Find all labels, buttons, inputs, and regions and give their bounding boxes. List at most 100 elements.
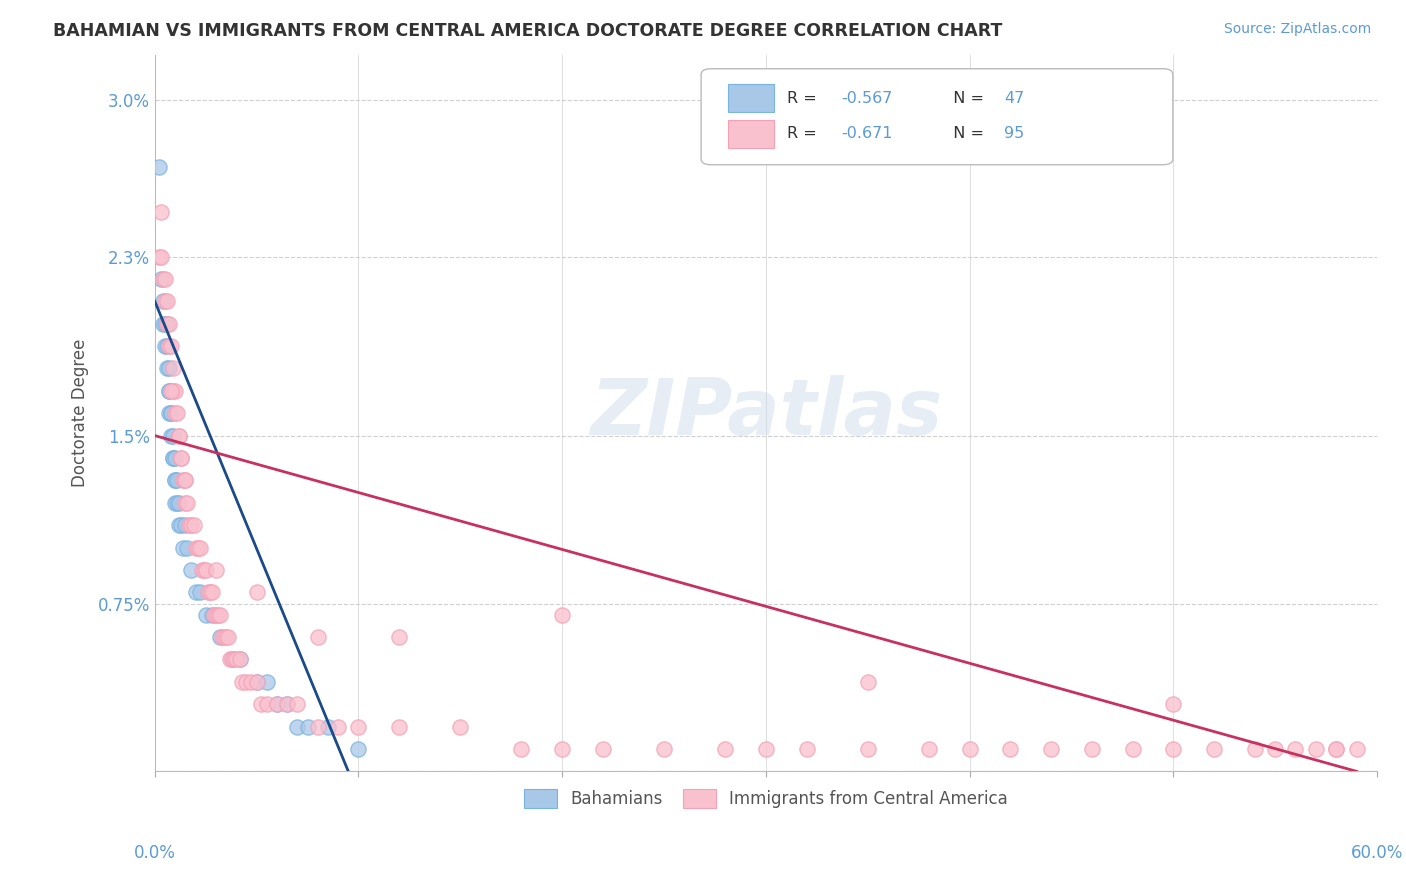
Point <box>190 563 212 577</box>
Point <box>1284 742 1306 756</box>
Point <box>160 406 183 420</box>
Point <box>166 406 188 420</box>
Bar <box>728 120 775 148</box>
Text: N =: N = <box>943 127 990 142</box>
Point <box>246 674 269 689</box>
Point <box>162 384 184 398</box>
Point <box>156 339 179 353</box>
Point <box>217 630 239 644</box>
Point <box>176 541 198 555</box>
Point <box>224 652 246 666</box>
Text: -0.567: -0.567 <box>842 91 893 105</box>
Point <box>160 428 183 442</box>
Point <box>307 720 329 734</box>
Point <box>174 496 197 510</box>
Point <box>287 697 309 711</box>
Point <box>167 428 190 442</box>
Point <box>157 317 180 331</box>
Point <box>170 450 193 465</box>
Point <box>215 630 238 644</box>
Point <box>1040 742 1063 756</box>
Point <box>1264 742 1286 756</box>
Point <box>184 585 207 599</box>
Point <box>174 474 197 488</box>
Point <box>179 518 201 533</box>
Text: 0.0%: 0.0% <box>134 844 176 862</box>
Point <box>160 406 183 420</box>
Point <box>205 607 228 622</box>
Point <box>918 742 941 756</box>
Point <box>162 361 184 376</box>
Point <box>157 384 180 398</box>
Point <box>755 742 778 756</box>
Point <box>208 630 231 644</box>
Point <box>180 518 202 533</box>
Point <box>225 652 247 666</box>
Text: 60.0%: 60.0% <box>1351 844 1403 862</box>
Point <box>157 339 180 353</box>
Point <box>172 474 194 488</box>
Point <box>229 652 252 666</box>
Point <box>152 272 174 286</box>
Point <box>156 361 179 376</box>
Text: R =: R = <box>786 91 821 105</box>
Point <box>347 742 370 756</box>
Point <box>165 474 187 488</box>
Point <box>202 607 225 622</box>
Point <box>1121 742 1143 756</box>
Point <box>1202 742 1225 756</box>
Point <box>551 742 574 756</box>
Point <box>174 518 197 533</box>
Point <box>172 541 194 555</box>
Point <box>198 585 221 599</box>
Point <box>201 585 224 599</box>
Point <box>194 563 217 577</box>
Point <box>208 607 231 622</box>
Point <box>157 406 180 420</box>
Point <box>388 630 411 644</box>
Point <box>207 607 229 622</box>
Point <box>187 541 209 555</box>
FancyBboxPatch shape <box>702 69 1173 165</box>
Point <box>266 697 288 711</box>
Legend: Bahamians, Immigrants from Central America: Bahamians, Immigrants from Central Ameri… <box>516 780 1017 817</box>
Point <box>165 496 187 510</box>
Text: ZIPatlas: ZIPatlas <box>589 376 942 451</box>
Point <box>167 496 190 510</box>
Text: 47: 47 <box>1004 91 1025 105</box>
Point <box>1000 742 1022 756</box>
Point <box>1324 742 1347 756</box>
Point <box>221 652 243 666</box>
Point <box>176 496 198 510</box>
Point <box>1305 742 1327 756</box>
Point <box>152 317 174 331</box>
Point <box>165 384 187 398</box>
Point <box>167 428 190 442</box>
Point <box>160 339 183 353</box>
Point <box>347 720 370 734</box>
Point <box>188 541 211 555</box>
Point <box>153 317 176 331</box>
Point <box>239 674 262 689</box>
Point <box>148 250 170 264</box>
Point <box>246 674 269 689</box>
Point <box>157 384 180 398</box>
Point <box>184 541 207 555</box>
Point <box>193 563 215 577</box>
Point <box>170 518 193 533</box>
Point <box>165 474 187 488</box>
Text: -0.671: -0.671 <box>842 127 893 142</box>
Point <box>1346 742 1368 756</box>
Point <box>167 518 190 533</box>
Point <box>266 697 288 711</box>
Point <box>249 697 271 711</box>
Point <box>307 630 329 644</box>
Point <box>231 674 253 689</box>
Point <box>180 563 202 577</box>
Point <box>165 406 187 420</box>
Point <box>205 563 228 577</box>
Point <box>211 630 233 644</box>
Point <box>162 428 184 442</box>
Point <box>246 585 269 599</box>
Point <box>1081 742 1104 756</box>
